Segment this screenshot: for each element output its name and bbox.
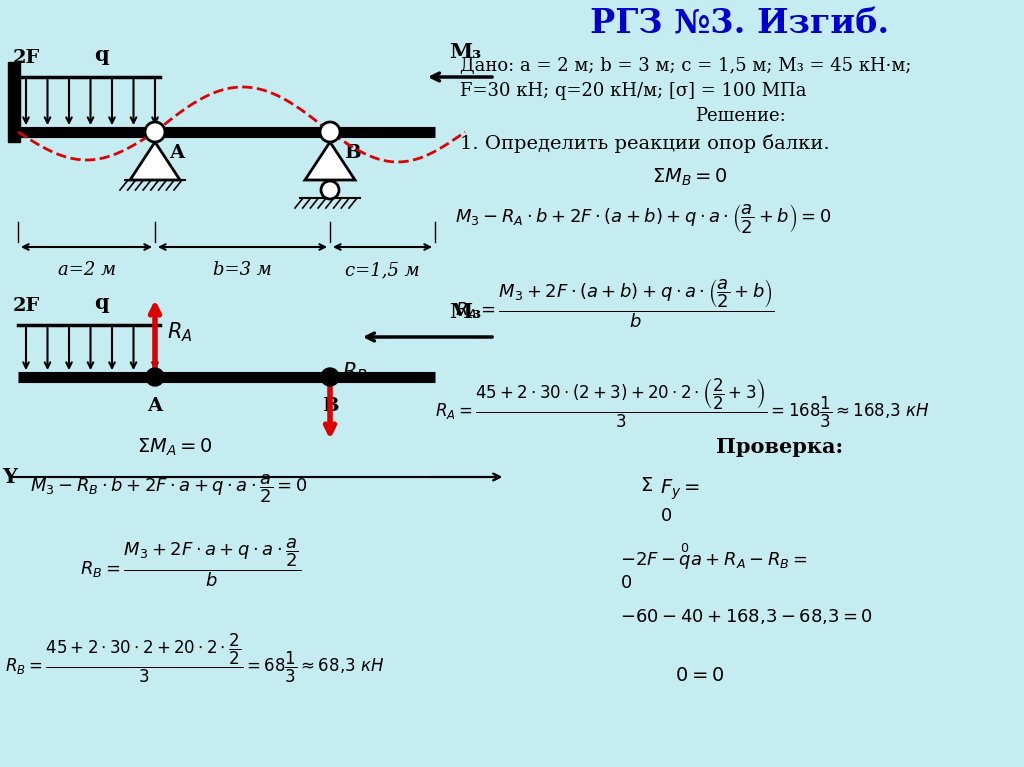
Text: $0$: $0$ [660,507,672,525]
Text: $-60 - 40 + 168{,}3 - 68{,}3 = 0$: $-60 - 40 + 168{,}3 - 68{,}3 = 0$ [620,607,872,626]
Text: Дано: a = 2 м; b = 3 м; c = 1,5 м; M₃ = 45 кН·м;: Дано: a = 2 м; b = 3 м; c = 1,5 м; M₃ = … [460,57,911,75]
Text: q: q [93,293,109,313]
Text: B: B [322,397,338,415]
Text: $M_3 - R_B \cdot b + 2F \cdot a + q \cdot a \cdot \dfrac{a}{2} = 0$: $M_3 - R_B \cdot b + 2F \cdot a + q \cdo… [30,472,307,505]
Circle shape [145,122,165,142]
Text: $M_3 - R_A \cdot b + 2F \cdot (a+b) + q \cdot a \cdot \left(\dfrac{a}{2}+b\right: $M_3 - R_A \cdot b + 2F \cdot (a+b) + q … [455,202,831,235]
Text: $0 = 0$: $0 = 0$ [676,667,725,685]
Text: Y: Y [2,467,17,487]
Text: M₃: M₃ [449,302,481,322]
Text: $R_B = \dfrac{M_3 + 2F \cdot a + q \cdot a \cdot \dfrac{a}{2}}{b}$: $R_B = \dfrac{M_3 + 2F \cdot a + q \cdot… [80,537,301,589]
Text: 2F: 2F [13,49,40,67]
Text: q: q [93,45,109,65]
Circle shape [321,181,339,199]
Text: 2F: 2F [13,297,40,315]
Text: B: B [344,144,360,162]
Text: $R_A = \dfrac{45 + 2 \cdot 30 \cdot (2+3) + 20 \cdot 2 \cdot \left(\dfrac{2}{2}+: $R_A = \dfrac{45 + 2 \cdot 30 \cdot (2+3… [435,377,930,430]
Text: Проверка:: Проверка: [717,437,844,457]
Text: a=2 м: a=2 м [57,261,116,279]
Text: c=1,5 м: c=1,5 м [345,261,420,279]
Text: $0$: $0$ [620,574,632,592]
Text: $\Sigma M_A = 0$: $\Sigma M_A = 0$ [137,437,213,459]
Text: F=30 кН; q=20 кН/м; [σ] = 100 МПа: F=30 кН; q=20 кН/м; [σ] = 100 МПа [460,82,807,100]
Text: b=3 м: b=3 м [213,261,272,279]
Text: A: A [147,397,163,415]
Circle shape [321,368,339,386]
Text: $\Sigma M_B = 0$: $\Sigma M_B = 0$ [652,167,728,189]
Text: $R_A$: $R_A$ [167,320,193,344]
Text: РГЗ №3. Изгиб.: РГЗ №3. Изгиб. [591,7,890,40]
Text: $-2F - \overset{0}{q}a + R_A - R_B =$: $-2F - \overset{0}{q}a + R_A - R_B =$ [620,542,808,572]
Text: $R_B$: $R_B$ [342,360,368,384]
Text: A: A [169,144,184,162]
Text: 1. Определить реакции опор балки.: 1. Определить реакции опор балки. [460,134,829,153]
Polygon shape [130,142,180,180]
Text: $\Sigma$: $\Sigma$ [640,477,653,495]
Text: M₃: M₃ [449,42,481,62]
Circle shape [319,122,340,142]
Text: $R_B = \dfrac{45 + 2 \cdot 30 \cdot 2 + 20 \cdot 2 \cdot \dfrac{2}{2}}{3} = 68\d: $R_B = \dfrac{45 + 2 \cdot 30 \cdot 2 + … [5,632,384,686]
Bar [8,62,20,142]
Text: $R_A = \dfrac{M_3 + 2F \cdot (a+b) + q \cdot a \cdot \left(\dfrac{a}{2}+b\right): $R_A = \dfrac{M_3 + 2F \cdot (a+b) + q \… [455,277,775,330]
Polygon shape [305,142,355,180]
Circle shape [146,368,164,386]
Text: $F_y =$: $F_y =$ [660,477,700,502]
Text: Решение:: Решение: [694,107,785,125]
